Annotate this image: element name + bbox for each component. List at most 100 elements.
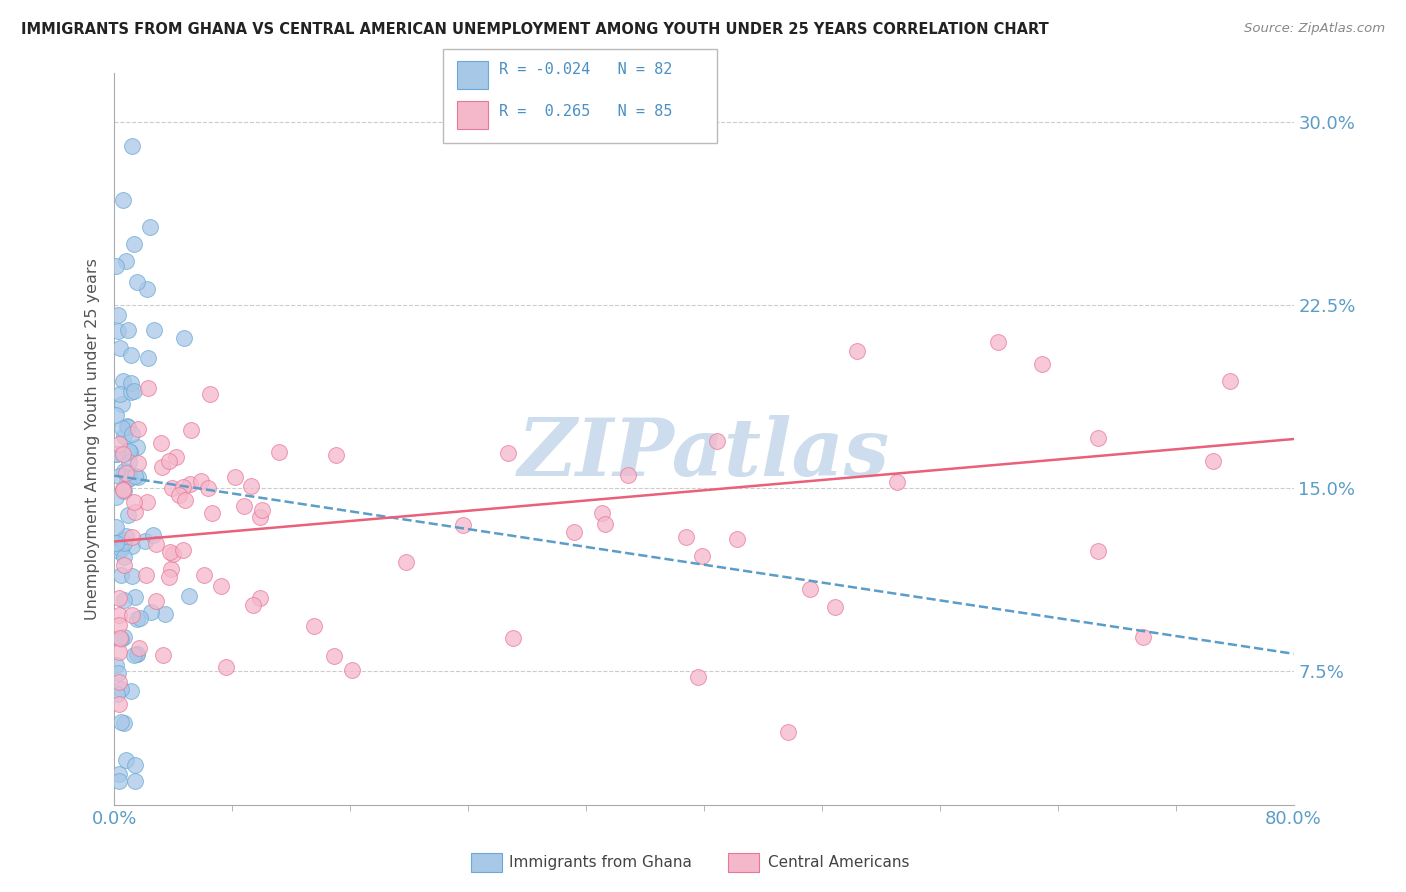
Point <box>727 532 749 546</box>
Point <box>115 473 138 487</box>
Point <box>1087 431 1109 445</box>
Point <box>124 468 146 483</box>
Point <box>115 528 138 542</box>
Point <box>134 534 156 549</box>
Point <box>240 479 263 493</box>
Point <box>112 194 135 208</box>
Point <box>706 434 728 448</box>
Point <box>1087 543 1109 558</box>
Point <box>110 421 132 435</box>
Point <box>107 437 129 451</box>
Point <box>121 426 143 441</box>
Point <box>150 436 173 450</box>
Point <box>269 444 291 458</box>
Point <box>145 594 167 608</box>
Point <box>172 480 194 494</box>
Point <box>125 275 148 289</box>
Point <box>115 418 138 433</box>
Point <box>110 681 132 696</box>
Point <box>135 568 157 582</box>
Point <box>846 344 869 359</box>
Point <box>107 607 129 622</box>
Point <box>108 341 131 355</box>
Point <box>215 660 238 674</box>
Point <box>107 324 129 338</box>
Point <box>340 663 363 677</box>
Point <box>675 530 697 544</box>
Point <box>250 503 273 517</box>
Point <box>157 570 180 584</box>
Point <box>173 331 195 345</box>
Point <box>127 457 149 471</box>
Point <box>242 598 264 612</box>
Point <box>121 607 143 622</box>
Point <box>121 569 143 583</box>
Point <box>121 530 143 544</box>
Point <box>323 648 346 663</box>
Y-axis label: Unemployment Among Youth under 25 years: Unemployment Among Youth under 25 years <box>86 258 100 620</box>
Point <box>325 448 347 462</box>
Point <box>209 579 232 593</box>
Point <box>886 475 908 490</box>
Text: R = -0.024   N = 82: R = -0.024 N = 82 <box>499 62 672 78</box>
Point <box>111 375 134 389</box>
Point <box>150 459 173 474</box>
Point <box>110 541 132 556</box>
Point <box>562 524 585 539</box>
Point <box>125 440 148 454</box>
Point <box>107 645 129 659</box>
Text: Central Americans: Central Americans <box>768 855 910 870</box>
Point <box>112 716 135 731</box>
Point <box>110 387 132 401</box>
Point <box>141 528 163 542</box>
Point <box>112 558 135 572</box>
Point <box>118 445 141 459</box>
Point <box>139 220 162 235</box>
Point <box>136 351 159 365</box>
Point <box>112 592 135 607</box>
Point <box>224 470 246 484</box>
Point <box>799 582 821 597</box>
Point <box>193 568 215 582</box>
Point <box>104 657 127 672</box>
Point <box>127 647 149 661</box>
Point <box>108 773 131 788</box>
Point <box>107 767 129 781</box>
Point <box>690 549 713 563</box>
Point <box>105 447 128 461</box>
Point <box>1201 454 1223 468</box>
Point <box>104 490 127 504</box>
Point <box>127 422 149 436</box>
Point <box>165 450 187 464</box>
Point <box>180 423 202 437</box>
Point <box>395 555 418 569</box>
Point <box>117 419 139 434</box>
Point <box>128 611 150 625</box>
Point <box>117 323 139 337</box>
Point <box>127 470 149 484</box>
Text: R =  0.265   N = 85: R = 0.265 N = 85 <box>499 104 672 120</box>
Point <box>172 542 194 557</box>
Point <box>179 589 201 603</box>
Point <box>120 684 142 698</box>
Point <box>112 484 135 499</box>
Point <box>121 348 143 362</box>
Point <box>249 591 271 605</box>
Point <box>110 567 132 582</box>
Point <box>160 562 183 576</box>
Point <box>121 139 143 153</box>
Point <box>110 632 132 647</box>
Point <box>120 385 142 400</box>
Point <box>107 544 129 558</box>
Point <box>107 591 129 605</box>
Point <box>115 444 138 458</box>
Point <box>152 648 174 663</box>
Point <box>110 715 132 730</box>
Point <box>190 474 212 488</box>
Point <box>118 443 141 458</box>
Point <box>122 236 145 251</box>
Text: ZIPatlas: ZIPatlas <box>517 415 890 492</box>
Point <box>111 533 134 547</box>
Point <box>617 468 640 483</box>
Point <box>233 500 256 514</box>
